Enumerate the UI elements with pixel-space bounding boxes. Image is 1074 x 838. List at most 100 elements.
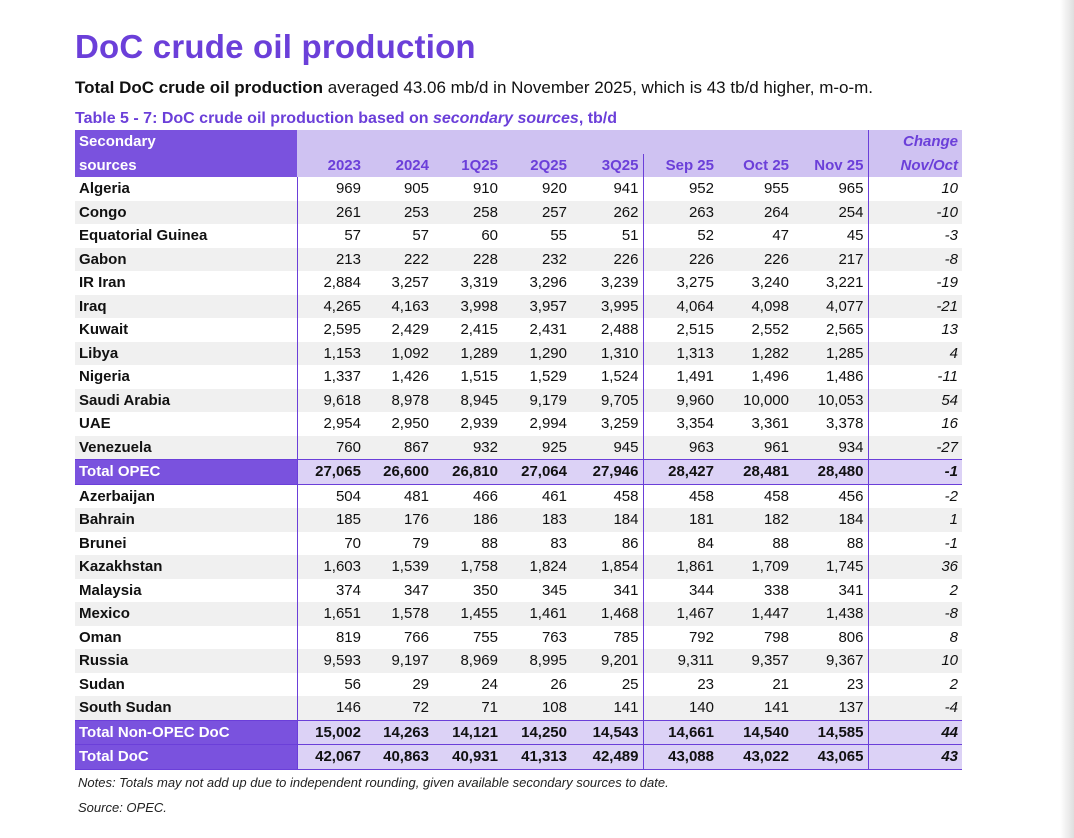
table-cell: 10,000 bbox=[718, 388, 793, 412]
table-cell: 374 bbox=[296, 578, 365, 602]
table-cell: 217 bbox=[793, 247, 868, 271]
row-label: Total DoC bbox=[75, 744, 297, 770]
table-cell: 3,998 bbox=[433, 294, 502, 318]
change-cell: -4 bbox=[867, 696, 962, 721]
table-cell: 56 bbox=[296, 672, 365, 696]
table-cell: 184 bbox=[793, 508, 868, 532]
table-cell: 9,618 bbox=[296, 388, 365, 412]
table-cell: 481 bbox=[403, 487, 429, 505]
table-row: Iraq 4,265 4,163 3,998 3,957 3,995 4,064 4,098 4… bbox=[75, 294, 962, 318]
table-cell: 232 bbox=[502, 247, 571, 271]
table-cell: 347 bbox=[403, 581, 429, 599]
table-cell: 40,863 bbox=[365, 744, 433, 770]
table-cell: 458 bbox=[613, 487, 639, 505]
table-cell: 28,481 bbox=[718, 459, 793, 485]
table-cell: 43,065 bbox=[793, 744, 868, 770]
table-cell: 43,088 bbox=[642, 744, 718, 770]
table-cell: 183 bbox=[502, 508, 571, 532]
row-label: Malaysia bbox=[79, 581, 142, 599]
change-cell: -8 bbox=[867, 602, 962, 626]
table-cell: 1,289 bbox=[433, 341, 502, 365]
table-cell: 934 bbox=[793, 435, 868, 460]
table-row: Nigeria 1,337 1,426 1,515 1,529 1,524 1,491 1,4… bbox=[75, 365, 962, 389]
change-cell: 43 bbox=[867, 744, 962, 770]
table-cell: 258 bbox=[433, 200, 502, 224]
row-label: Oman bbox=[79, 628, 122, 646]
row-label: Nigeria bbox=[79, 368, 130, 385]
table-cell: 2,950 bbox=[391, 415, 429, 432]
row-label: Iraq bbox=[75, 294, 297, 318]
table-row: Kuwait 2,595 2,429 2,415 2,431 2,488 2,515 2,55… bbox=[75, 318, 962, 342]
row-label: Kazakhstan bbox=[75, 555, 297, 579]
table-cell: 2,488 bbox=[600, 321, 639, 338]
table-cell: 504 bbox=[296, 484, 365, 508]
table-row: Libya 1,153 1,092 1,289 1,290 1,310 1,313 1,282… bbox=[75, 341, 962, 365]
table-cell: 965 bbox=[838, 180, 864, 197]
change-cell: 13 bbox=[867, 318, 962, 342]
table-cell: 1,854 bbox=[571, 555, 643, 579]
change-cell: 10 bbox=[867, 649, 962, 673]
table-cell: 969 bbox=[296, 177, 365, 201]
table-cell: 1,092 bbox=[365, 341, 433, 365]
caption-suffix: , tb/d bbox=[578, 110, 618, 127]
table-cell: 108 bbox=[502, 696, 571, 721]
table-cell: 14,543 bbox=[571, 719, 643, 745]
table-row: Venezuela 760 867 932 925 945 963 961 934 -27 bbox=[75, 435, 962, 460]
page-title: DoC crude oil production bbox=[75, 28, 476, 65]
table-cell: 1,578 bbox=[365, 602, 433, 626]
table-cell: 1,515 bbox=[460, 368, 498, 385]
table-cell: 1,310 bbox=[571, 341, 643, 365]
table-row: Congo 261 253 258 257 262 263 264 254 -10 bbox=[75, 200, 962, 224]
table-cell: 261 bbox=[296, 200, 365, 224]
table-cell: 9,705 bbox=[571, 388, 643, 412]
table-cell: 27,946 bbox=[571, 459, 643, 485]
change-cell: 2 bbox=[867, 672, 962, 696]
table-source: Source: OPEC. bbox=[78, 800, 167, 815]
table-cell: 226 bbox=[718, 247, 793, 271]
table-cell: 4,077 bbox=[793, 294, 868, 318]
table-row: IR Iran 2,884 3,257 3,319 3,296 3,239 3,275 3,2… bbox=[75, 271, 962, 295]
table-cell: 14,121 bbox=[433, 719, 502, 745]
table-row: Brunei 70 79 88 83 86 84 88 88 -1 bbox=[75, 531, 962, 555]
table-cell: 1,709 bbox=[718, 555, 793, 579]
table-cell: 1,758 bbox=[433, 555, 502, 579]
table-cell: 27,064 bbox=[502, 459, 571, 485]
table-cell: 4,098 bbox=[718, 294, 793, 318]
table-cell: 338 bbox=[763, 581, 789, 599]
row-label: Bahrain bbox=[75, 508, 297, 532]
table-cell: 344 bbox=[642, 578, 718, 602]
corner-header-line2: sources bbox=[75, 153, 297, 177]
table-cell: 3,275 bbox=[642, 271, 718, 295]
page-edge-shadow bbox=[1060, 0, 1074, 838]
table-cell: 141 bbox=[571, 696, 643, 721]
table-cell: 458 bbox=[763, 487, 789, 505]
table-cell: 1,524 bbox=[600, 368, 639, 385]
row-label: South Sudan bbox=[75, 696, 297, 721]
table-cell: 2,429 bbox=[391, 321, 429, 338]
table-cell: 2,515 bbox=[642, 318, 718, 342]
table-cell: 798 bbox=[763, 628, 789, 646]
table-cell: 1,290 bbox=[502, 341, 571, 365]
table-cell: 1,824 bbox=[502, 555, 571, 579]
table-cell: 264 bbox=[718, 200, 793, 224]
change-header-line1: Change bbox=[867, 130, 962, 154]
row-label: Algeria bbox=[79, 180, 130, 197]
table-cell: 254 bbox=[793, 200, 868, 224]
table-cell: 4,163 bbox=[365, 294, 433, 318]
table-cell: 9,179 bbox=[502, 388, 571, 412]
table-cell: 3,239 bbox=[600, 274, 639, 291]
table-cell: 146 bbox=[296, 696, 365, 721]
table-cell: 10,053 bbox=[793, 388, 868, 412]
table-cell: 920 bbox=[541, 180, 567, 197]
table-row: UAE 2,954 2,950 2,939 2,994 3,259 3,354 3,361 3,… bbox=[75, 412, 962, 436]
table-cell: 456 bbox=[838, 487, 864, 505]
total-row: Total DoC 42,067 40,863 40,931 41,313 42,489 4… bbox=[75, 744, 962, 770]
table-cell: 2,954 bbox=[296, 412, 365, 436]
table-cell: 1,529 bbox=[529, 368, 567, 385]
table-cell: 182 bbox=[718, 508, 793, 532]
total-row: Total Non-OPEC DoC 15,002 14,263 14,121 14,2… bbox=[75, 719, 962, 745]
header-row-2: sources 2023 2024 1Q25 2Q25 3Q25 Sep 25 Oct 25… bbox=[75, 153, 962, 177]
column-header: 2Q25 bbox=[502, 153, 571, 177]
table-cell: 9,357 bbox=[718, 649, 793, 673]
table-cell: 952 bbox=[642, 177, 718, 201]
